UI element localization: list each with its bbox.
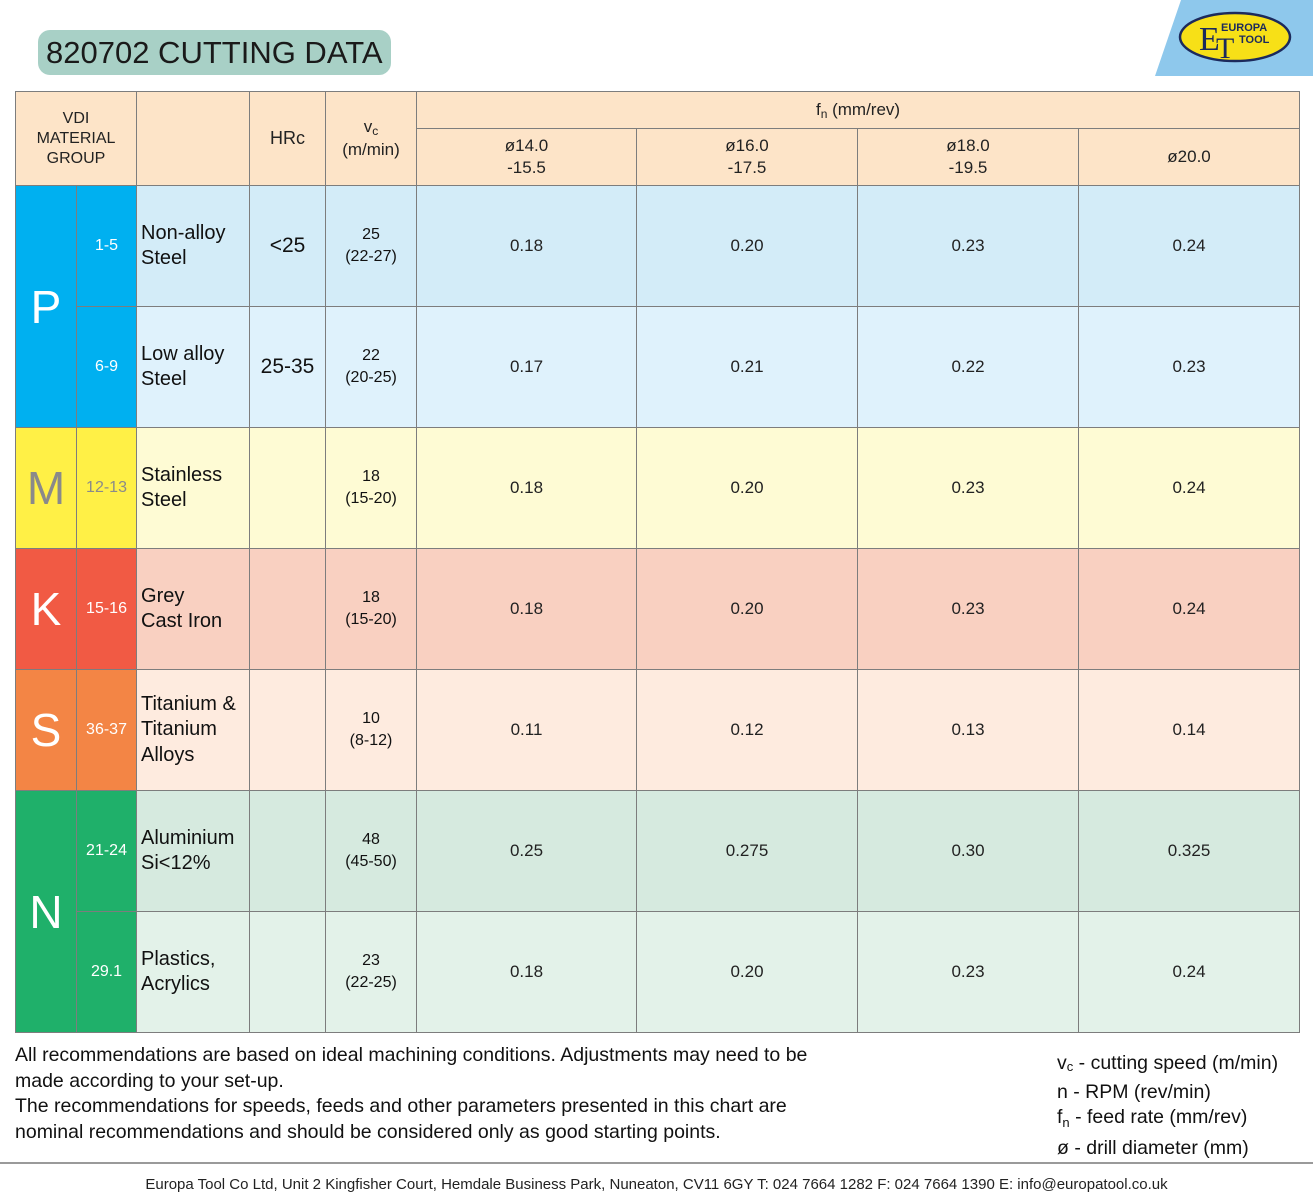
feed-rate-cell: 0.20	[636, 548, 859, 670]
table-row: S 36-37 Titanium & Titanium Alloys 10 (8-12…	[15, 669, 1301, 791]
hrc-value: <25	[249, 185, 327, 307]
table-row: K 15-16 Grey Cast Iron 18 (15-20) 0.18 0.2…	[15, 548, 1301, 670]
hrc-value	[249, 669, 327, 791]
material-name: Grey Cast Iron	[136, 548, 251, 670]
feed-rate-cell: 0.22	[857, 306, 1080, 428]
feed-rate-cell: 0.25	[416, 790, 638, 912]
logo-letter-e: E	[1199, 21, 1220, 58]
hrc-value: 25-35	[249, 306, 327, 428]
material-name: Plastics, Acrylics	[136, 911, 251, 1033]
feed-rate-cell: 0.11	[416, 669, 638, 791]
cutting-speed: 48 (45-50)	[325, 790, 418, 912]
table-row: 29.1 Plastics, Acrylics 23 (22-25) 0.18 0.…	[16, 911, 1301, 1033]
group-letter-s: S	[15, 669, 77, 791]
cutting-speed: 22 (20-25)	[325, 306, 418, 428]
feed-rate-cell: 0.21	[636, 306, 859, 428]
feed-rate-cell: 0.24	[1078, 548, 1301, 670]
feed-rate-cell: 0.18	[416, 427, 638, 549]
material-name: Low alloy Steel	[136, 306, 251, 428]
feed-rate-cell: 0.18	[416, 548, 638, 670]
legend-vc: vc - cutting speed (m/min)	[1057, 1052, 1279, 1074]
feed-rate-cell: 0.12	[636, 669, 859, 791]
feed-rate-cell: 0.18	[416, 185, 638, 307]
table-row: M 12-13 Stainless Steel 18 (15-20) 0.18 0.…	[15, 427, 1301, 549]
feed-rate-cell: 0.275	[636, 790, 859, 912]
material-name: Non-alloy Steel	[136, 185, 251, 307]
vdi-code: 21-24	[75, 790, 138, 912]
vdi-code: 6-9	[75, 306, 138, 428]
cutting-speed: 25 (22-27)	[325, 185, 418, 307]
europa-tool-logo: E T EUROPA TOOL	[1155, 0, 1313, 76]
hrc-value	[249, 427, 327, 549]
feed-rate-cell: 0.24	[1078, 911, 1301, 1033]
header-diameter: ø16.0 -17.5	[636, 128, 859, 186]
vdi-code: 1-5	[75, 185, 138, 307]
header-vdi-material-group: VDI MATERIAL GROUP	[14, 91, 138, 186]
feed-rate-cell: 0.23	[857, 911, 1080, 1033]
feed-rate-cell: 0.24	[1078, 185, 1301, 307]
feed-rate-cell: 0.30	[857, 790, 1080, 912]
cutting-speed: 18 (15-20)	[325, 427, 418, 549]
header-hrc: HRc	[249, 91, 327, 186]
logo-letter-t: T	[1216, 32, 1234, 65]
feed-rate-cell: 0.24	[1078, 427, 1301, 549]
group-letter-n: N	[15, 790, 77, 1033]
vdi-code: 36-37	[75, 669, 138, 791]
table-row: N 21-24 Aluminium Si<12% 48 (45-50) 0.25 0…	[15, 790, 1301, 1033]
material-name: Aluminium Si<12%	[136, 790, 251, 912]
header-diameter: ø20.0	[1078, 128, 1301, 186]
logo-word-tool: TOOL	[1239, 34, 1270, 46]
legend-fn: fn - feed rate (mm/rev)	[1057, 1106, 1248, 1130]
symbol-legend: vc - cutting speed (m/min) n - RPM (rev/…	[1057, 1051, 1313, 1161]
header-feed-rate: fn (mm/rev)	[416, 91, 1301, 129]
cutting-speed: 10 (8-12)	[325, 669, 418, 791]
header-vc: vc (m/min)	[325, 91, 418, 186]
group-letter-k: K	[15, 548, 77, 670]
hrc-value	[249, 911, 327, 1033]
header-diameter: ø14.0 -15.5	[416, 128, 638, 186]
header-material	[136, 91, 251, 186]
feed-rate-cell: 0.23	[1078, 306, 1301, 428]
feed-rate-cell: 0.14	[1078, 669, 1301, 791]
feed-rate-cell: 0.23	[857, 427, 1080, 549]
cutting-data-table: VDI MATERIAL GROUP HRc vc (m/min) fn (mm/r…	[14, 91, 1301, 1033]
material-name: Stainless Steel	[136, 427, 251, 549]
recommendation-notes: All recommendations are based on ideal m…	[15, 1044, 808, 1143]
hrc-value	[249, 548, 327, 670]
vdi-code: 29.1	[75, 911, 138, 1033]
vdi-code: 12-13	[75, 427, 138, 549]
feed-rate-cell: 0.20	[636, 427, 859, 549]
logo-word-europa: EUROPA	[1221, 22, 1267, 34]
vdi-code: 15-16	[75, 548, 138, 670]
legend-diameter: ø - drill diameter (mm)	[1057, 1136, 1249, 1159]
feed-rate-cell: 0.23	[857, 548, 1080, 670]
feed-rate-cell: 0.20	[636, 185, 859, 307]
header-diameter: ø18.0 -19.5	[857, 128, 1080, 186]
company-footer: Europa Tool Co Ltd, Unit 2 Kingfisher Co…	[145, 1176, 1168, 1193]
hrc-value	[249, 790, 327, 912]
group-letter-p: P	[15, 185, 77, 428]
table-row: 6-9 Low alloy Steel 25-35 22 (20-25) 0.17 …	[16, 306, 1301, 428]
legend-n: n - RPM (rev/min)	[1057, 1080, 1211, 1103]
feed-rate-cell: 0.20	[636, 911, 859, 1033]
material-name: Titanium & Titanium Alloys	[136, 669, 251, 791]
cutting-speed: 18 (15-20)	[325, 548, 418, 670]
page-title: 820702 CUTTING DATA	[38, 30, 391, 75]
footer-divider	[0, 1162, 1313, 1164]
feed-rate-cell: 0.23	[857, 185, 1080, 307]
feed-rate-cell: 0.17	[416, 306, 638, 428]
group-letter-m: M	[15, 427, 77, 549]
feed-rate-cell: 0.13	[857, 669, 1080, 791]
feed-rate-cell: 0.325	[1078, 790, 1301, 912]
feed-rate-cell: 0.18	[416, 911, 638, 1033]
cutting-speed: 23 (22-25)	[325, 911, 418, 1033]
table-row: P 1-5 Non-alloy Steel <25 25 (22-27) 0.18 …	[15, 185, 1301, 428]
